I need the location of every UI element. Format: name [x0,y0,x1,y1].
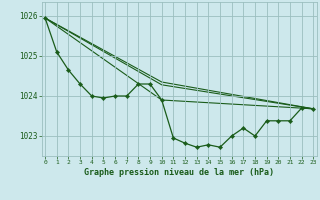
X-axis label: Graphe pression niveau de la mer (hPa): Graphe pression niveau de la mer (hPa) [84,168,274,177]
